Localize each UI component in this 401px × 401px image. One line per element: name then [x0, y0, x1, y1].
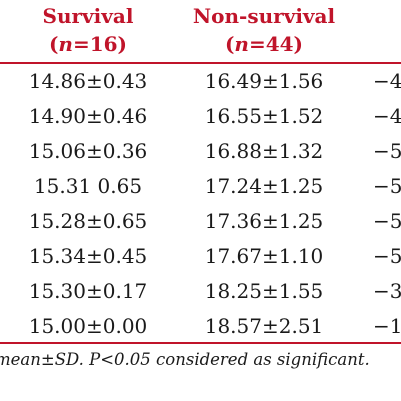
cell-survival: 15.28±0.65 — [28, 209, 148, 233]
table-row: 15.31 0.65 17.24±1.25 −5 — [0, 169, 401, 204]
cell-non-survival: 18.57±2.51 — [204, 314, 324, 338]
header-non-survival-n: (n=44) — [180, 33, 348, 55]
cell-survival: 14.86±0.43 — [28, 69, 148, 93]
cell-statistic: −5 — [373, 209, 401, 233]
cell-survival: 15.06±0.36 — [28, 139, 148, 163]
table-row: 15.06±0.36 16.88±1.32 −5 — [0, 134, 401, 169]
header-non-survival-n-open: ( — [224, 32, 235, 56]
table-row: 15.28±0.65 17.36±1.25 −5 — [0, 204, 401, 239]
cell-survival: 15.00±0.00 — [28, 314, 148, 338]
cell-non-survival: 16.88±1.32 — [204, 139, 324, 163]
cell-non-survival: 18.25±1.55 — [204, 279, 324, 303]
cell-survival: 15.34±0.45 — [28, 244, 148, 268]
table-row: 15.30±0.17 18.25±1.55 −3 — [0, 274, 401, 309]
table-top-rule — [0, 62, 401, 64]
cell-statistic: −5 — [373, 244, 401, 268]
table-row: 15.00±0.00 18.57±2.51 −1 — [0, 309, 401, 344]
cell-survival: 15.31 0.65 — [33, 174, 143, 198]
cell-survival: 15.30±0.17 — [28, 279, 148, 303]
cell-statistic: −3 — [373, 279, 401, 303]
header-survival-n-var: n — [58, 32, 73, 56]
cell-non-survival: 16.49±1.56 — [204, 69, 324, 93]
cell-survival: 14.90±0.46 — [28, 104, 148, 128]
table-bottom-rule — [0, 342, 401, 344]
header-survival-n: (n=16) — [36, 33, 140, 55]
table-row: 15.34±0.45 17.67±1.10 −5 — [0, 239, 401, 274]
table-footnote: mean±SD. P<0.05 considered as significan… — [0, 350, 370, 369]
cell-non-survival: 17.67±1.10 — [204, 244, 324, 268]
cell-statistic: −4 — [373, 69, 401, 93]
cell-statistic: −4 — [373, 104, 401, 128]
header-survival: Survival — [42, 4, 134, 28]
table-row: 14.90±0.46 16.55±1.52 −4 — [0, 99, 401, 134]
cell-statistic: −5 — [373, 174, 401, 198]
header-non-survival: Non-survival — [192, 4, 336, 28]
cell-statistic: −5 — [373, 139, 401, 163]
header-survival-n-rest: =16) — [72, 32, 128, 56]
header-non-survival-n-rest: =44) — [248, 32, 304, 56]
header-non-survival-n-var: n — [234, 32, 249, 56]
cell-statistic: −1 — [373, 314, 401, 338]
cell-non-survival: 17.36±1.25 — [204, 209, 324, 233]
cell-non-survival: 17.24±1.25 — [204, 174, 324, 198]
header-survival-n-open: ( — [48, 32, 59, 56]
cell-non-survival: 16.55±1.52 — [204, 104, 324, 128]
table-row: 14.86±0.43 16.49±1.56 −4 — [0, 64, 401, 99]
